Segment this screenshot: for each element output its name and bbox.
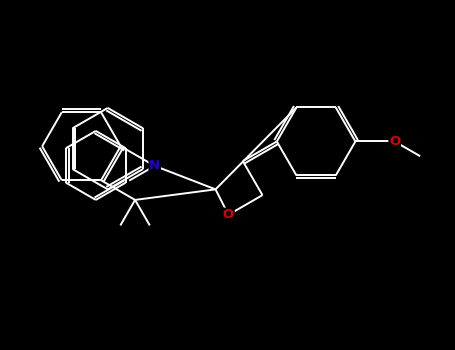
Text: O: O — [223, 208, 234, 221]
Text: N: N — [149, 159, 160, 173]
Text: O: O — [389, 135, 400, 148]
